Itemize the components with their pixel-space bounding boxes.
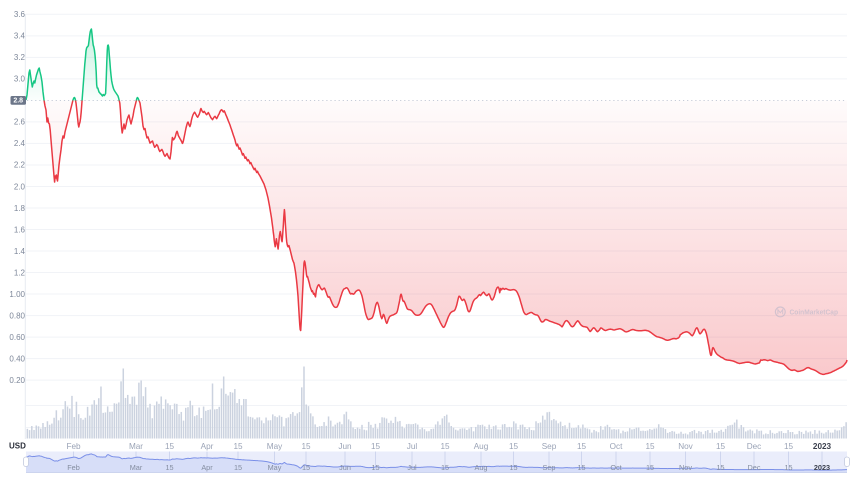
svg-text:Mar: Mar bbox=[129, 442, 143, 451]
svg-text:Sep: Sep bbox=[543, 463, 556, 472]
svg-text:Mar: Mar bbox=[130, 463, 143, 472]
svg-text:Feb: Feb bbox=[67, 463, 80, 472]
svg-text:15: 15 bbox=[509, 463, 517, 472]
svg-text:2.0: 2.0 bbox=[14, 182, 26, 191]
svg-text:15: 15 bbox=[301, 442, 311, 451]
svg-text:3.0: 3.0 bbox=[14, 75, 26, 84]
svg-text:Nov: Nov bbox=[679, 463, 692, 472]
svg-text:Jul: Jul bbox=[407, 442, 418, 451]
svg-text:15: 15 bbox=[234, 463, 242, 472]
svg-text:2023: 2023 bbox=[814, 463, 830, 472]
svg-text:1.6: 1.6 bbox=[14, 225, 26, 234]
svg-text:15: 15 bbox=[441, 463, 449, 472]
svg-text:2.2: 2.2 bbox=[14, 161, 26, 170]
svg-text:2023: 2023 bbox=[813, 442, 832, 451]
svg-text:3.6: 3.6 bbox=[14, 10, 26, 19]
svg-text:Nov: Nov bbox=[678, 442, 693, 451]
svg-text:0.80: 0.80 bbox=[9, 311, 25, 320]
svg-text:Dec: Dec bbox=[747, 442, 762, 451]
svg-text:Jun: Jun bbox=[338, 442, 352, 451]
svg-text:Dec: Dec bbox=[748, 463, 761, 472]
svg-text:15: 15 bbox=[233, 442, 243, 451]
svg-text:15: 15 bbox=[784, 442, 794, 451]
svg-text:1.00: 1.00 bbox=[9, 290, 25, 299]
svg-text:Oct: Oct bbox=[610, 442, 623, 451]
svg-text:15: 15 bbox=[371, 463, 379, 472]
svg-text:15: 15 bbox=[302, 463, 310, 472]
svg-text:2.6: 2.6 bbox=[14, 118, 26, 127]
svg-text:15: 15 bbox=[646, 463, 654, 472]
svg-text:CoinMarketCap: CoinMarketCap bbox=[790, 308, 839, 317]
svg-text:Oct: Oct bbox=[610, 463, 621, 472]
svg-text:0.40: 0.40 bbox=[9, 354, 25, 363]
svg-text:May: May bbox=[267, 442, 283, 451]
svg-text:Sep: Sep bbox=[542, 442, 557, 451]
svg-text:1.2: 1.2 bbox=[14, 268, 26, 277]
svg-text:15: 15 bbox=[371, 442, 381, 451]
svg-text:Apr: Apr bbox=[201, 442, 214, 451]
svg-text:15: 15 bbox=[509, 442, 519, 451]
svg-text:3.4: 3.4 bbox=[14, 32, 26, 41]
svg-text:0.60: 0.60 bbox=[9, 333, 25, 342]
svg-text:Jun: Jun bbox=[339, 463, 351, 472]
svg-text:15: 15 bbox=[716, 463, 724, 472]
svg-text:1.8: 1.8 bbox=[14, 204, 26, 213]
svg-text:USD: USD bbox=[9, 442, 26, 451]
svg-text:May: May bbox=[268, 463, 282, 472]
svg-text:2.8: 2.8 bbox=[13, 98, 23, 105]
svg-text:15: 15 bbox=[716, 442, 726, 451]
svg-text:Aug: Aug bbox=[475, 463, 488, 472]
svg-text:15: 15 bbox=[645, 442, 655, 451]
svg-text:15: 15 bbox=[165, 463, 173, 472]
svg-text:15: 15 bbox=[440, 442, 450, 451]
svg-text:Aug: Aug bbox=[474, 442, 489, 451]
svg-text:1.4: 1.4 bbox=[14, 247, 26, 256]
svg-text:15: 15 bbox=[577, 463, 585, 472]
svg-text:Feb: Feb bbox=[66, 442, 81, 451]
svg-text:3.2: 3.2 bbox=[14, 53, 26, 62]
svg-text:Apr: Apr bbox=[201, 463, 213, 472]
svg-text:2.4: 2.4 bbox=[14, 139, 26, 148]
svg-text:Jul: Jul bbox=[407, 463, 417, 472]
svg-text:15: 15 bbox=[165, 442, 175, 451]
svg-text:15: 15 bbox=[577, 442, 587, 451]
svg-text:0.20: 0.20 bbox=[9, 376, 25, 385]
svg-text:15: 15 bbox=[784, 463, 792, 472]
